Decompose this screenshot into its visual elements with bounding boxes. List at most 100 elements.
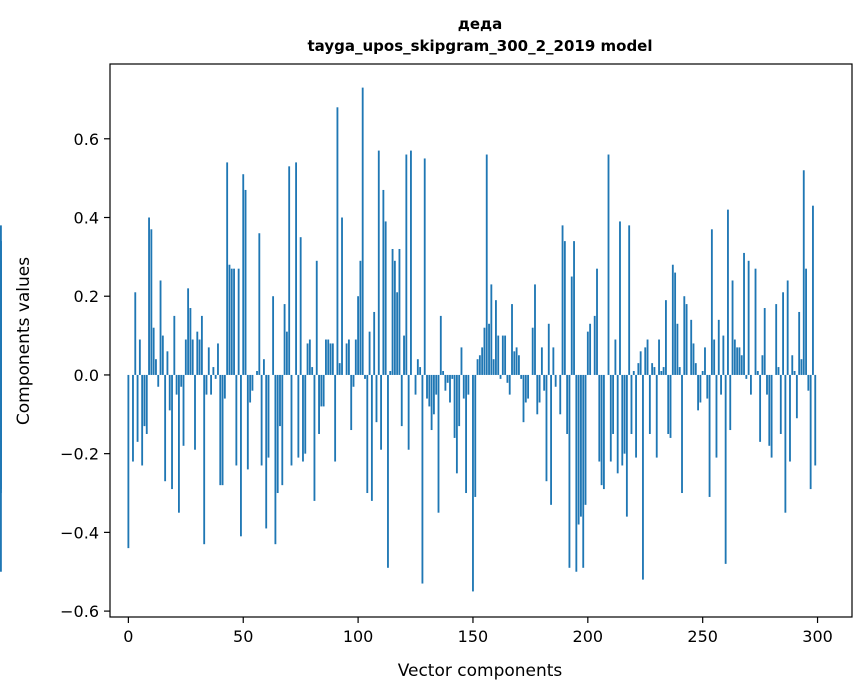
bar	[290, 374, 293, 466]
bar	[164, 374, 167, 482]
bar	[736, 347, 739, 375]
bar	[632, 371, 635, 375]
chart-subtitle: tayga_upos_skipgram_300_2_2019 model	[308, 37, 653, 55]
bar	[706, 374, 709, 399]
bar	[426, 374, 428, 399]
bar	[513, 351, 516, 375]
bar	[621, 374, 624, 466]
bar	[256, 371, 258, 375]
bar	[178, 374, 180, 513]
x-tick-label: 200	[573, 627, 604, 646]
bar	[460, 347, 463, 375]
bar	[580, 374, 582, 517]
bar	[377, 150, 380, 375]
bar	[281, 374, 284, 486]
bar	[671, 264, 674, 375]
bar	[694, 363, 697, 375]
bar	[710, 229, 713, 375]
bar	[552, 347, 555, 375]
bar	[812, 205, 814, 375]
bar	[651, 363, 654, 375]
bar	[221, 374, 224, 486]
bar	[517, 355, 520, 375]
bar	[384, 221, 387, 375]
bar	[345, 343, 348, 375]
bar	[285, 331, 288, 375]
bar	[400, 374, 403, 427]
bar	[410, 150, 412, 375]
bar	[297, 374, 300, 458]
bar	[738, 347, 741, 375]
bar	[138, 339, 141, 375]
bar	[295, 162, 297, 375]
bar	[329, 343, 332, 375]
bar	[389, 371, 392, 375]
bar	[382, 189, 385, 375]
bar	[761, 355, 764, 375]
bar	[446, 374, 449, 383]
bar	[364, 374, 366, 379]
bar	[194, 374, 196, 450]
bar	[403, 335, 405, 375]
bar	[492, 359, 495, 375]
bar	[628, 225, 631, 375]
bar	[375, 374, 378, 423]
bar	[701, 371, 704, 375]
bar	[660, 371, 663, 375]
bar	[398, 248, 401, 375]
bar	[697, 374, 700, 411]
bar	[152, 327, 155, 375]
bar	[451, 374, 454, 379]
bar	[791, 355, 794, 375]
bar	[361, 87, 364, 375]
bar	[272, 296, 275, 375]
bar	[175, 374, 178, 395]
bar	[184, 339, 187, 375]
x-tick-label: 150	[458, 627, 489, 646]
x-tick-label: 0	[123, 627, 133, 646]
bar	[159, 280, 162, 375]
bar	[646, 339, 649, 375]
bar	[462, 374, 465, 399]
bar	[655, 374, 658, 458]
bar	[793, 371, 796, 375]
bar	[244, 189, 247, 375]
bar	[720, 374, 722, 395]
bar	[704, 347, 706, 375]
bar	[770, 374, 773, 458]
bar	[568, 374, 571, 568]
y-tick-label: −0.6	[60, 602, 99, 621]
bar	[352, 374, 355, 387]
bar	[483, 327, 486, 375]
bar	[554, 374, 557, 387]
bar	[405, 154, 408, 375]
bar	[182, 374, 185, 446]
bar	[630, 374, 633, 434]
bar	[800, 359, 803, 375]
bar	[210, 374, 212, 395]
bar	[586, 331, 589, 375]
bar	[495, 300, 497, 375]
bar	[524, 374, 527, 403]
y-tick-label: 0.4	[74, 209, 99, 228]
bar	[0, 374, 2, 572]
x-tick-label: 100	[343, 627, 374, 646]
bar	[373, 311, 376, 375]
bar	[313, 374, 316, 501]
bar	[536, 374, 539, 415]
bar	[219, 374, 222, 486]
bar	[676, 323, 679, 375]
bar	[609, 374, 612, 462]
bar	[504, 335, 507, 375]
bar	[0, 374, 2, 395]
bar	[566, 374, 569, 434]
bar	[455, 374, 458, 474]
bar	[357, 296, 360, 375]
bar	[750, 374, 752, 395]
bar	[283, 304, 286, 375]
bar	[354, 339, 357, 375]
chart-title: деда	[458, 15, 503, 33]
bar	[334, 374, 337, 462]
bar	[327, 339, 330, 375]
